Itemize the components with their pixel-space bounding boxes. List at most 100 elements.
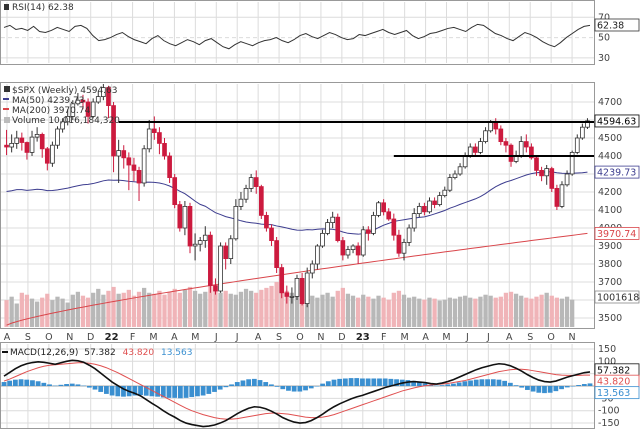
volume-bar	[391, 292, 396, 327]
candle-body	[106, 87, 111, 106]
volume-bar	[14, 303, 19, 327]
macd-hist-bar	[246, 379, 252, 386]
price-title: $SPX (Weekly) 4594.63	[12, 86, 117, 96]
macd-hist-bar	[445, 384, 451, 386]
macd-hist-bar	[35, 381, 41, 386]
macd-hist-bar	[439, 385, 445, 386]
candle-body	[483, 130, 488, 143]
volume-bar	[452, 298, 458, 327]
price-tick-label: 4700	[598, 97, 622, 108]
volume-bar	[136, 291, 142, 327]
candle	[146, 120, 152, 153]
macd-hist-bar	[12, 379, 18, 386]
volume-bar	[284, 290, 289, 327]
macd-hist-bar	[405, 380, 411, 386]
x-tick-label: N	[569, 332, 576, 343]
macd-hist-bar	[502, 380, 508, 386]
volume-bar	[310, 295, 315, 327]
macd-value-tag-text: 57.382	[597, 365, 630, 376]
candle	[340, 237, 346, 261]
candle-body	[564, 173, 570, 186]
volume-bar	[238, 291, 244, 327]
candle-body	[44, 148, 50, 164]
rsi-tick-label: 50	[598, 33, 610, 44]
candle-body	[60, 121, 65, 130]
last-price-tag-text: 4594.63	[597, 116, 636, 127]
hist-value-tag: 13.563	[594, 386, 640, 399]
volume-bar	[172, 288, 177, 327]
candle-body	[279, 267, 285, 294]
macd-hist-bar	[206, 386, 212, 394]
x-tick-label: O	[45, 332, 52, 343]
macd-hist-bar	[473, 379, 479, 386]
volume-bar	[340, 287, 346, 327]
macd-hist-bar	[314, 386, 320, 387]
candle	[585, 118, 590, 129]
candle	[101, 84, 106, 101]
candle	[44, 147, 50, 171]
volume-legend: Volume 10,016,184,320	[12, 116, 120, 126]
volume-bar	[126, 289, 131, 327]
candle	[284, 285, 290, 304]
volume-bar	[29, 298, 35, 327]
volume-bar	[279, 288, 284, 327]
candle-body	[498, 128, 504, 142]
macd-hist-bar	[64, 384, 69, 386]
macd-hist-bar	[382, 378, 388, 386]
candle	[208, 231, 213, 293]
candle-body	[65, 116, 71, 123]
macd-hist-bar	[581, 384, 587, 386]
rsi-value-tag-box	[594, 18, 640, 32]
macd-hist-bar	[223, 386, 229, 388]
volume-bar	[4, 300, 9, 327]
macd-hist-bar	[570, 386, 576, 387]
ma200-value-tag-text: 3970.74	[597, 229, 636, 240]
volume-bar	[223, 290, 228, 327]
volume-bar	[45, 293, 50, 327]
volume-bar	[417, 298, 422, 327]
candle-body	[366, 229, 371, 234]
macd-hist-bar	[485, 379, 490, 386]
candle-body	[4, 144, 9, 148]
macd-hist-bar	[331, 379, 337, 386]
volume-bar	[457, 296, 463, 327]
macd-hist-bar	[217, 386, 223, 390]
candle-body	[554, 187, 560, 207]
candle	[386, 208, 392, 221]
candle-body	[376, 202, 381, 216]
candle	[70, 100, 76, 120]
rsi-value-tag-text: 62.38	[597, 20, 624, 31]
candle	[422, 202, 427, 216]
price-tick-label: 3800	[598, 259, 622, 270]
candle	[371, 211, 376, 236]
ma200-line	[6, 232, 588, 326]
price-tick-label: 3900	[598, 241, 622, 252]
candle	[95, 91, 101, 104]
candle-body	[213, 285, 218, 292]
x-tick-label: S	[527, 332, 533, 343]
candle-body	[340, 240, 346, 256]
candle-body	[95, 96, 101, 103]
x-tick-label: A	[506, 332, 513, 343]
x-tick-label: J	[465, 332, 469, 343]
candle-body	[70, 103, 76, 117]
macd-hist-bar	[47, 384, 52, 386]
candle-body	[85, 101, 91, 117]
volume-bar	[121, 292, 126, 327]
macd-hist-bar	[115, 386, 121, 397]
candle	[121, 145, 127, 169]
ma50-line	[6, 171, 588, 235]
candle	[151, 116, 157, 140]
candle-body	[9, 142, 14, 148]
volume-value-tag-box	[594, 290, 640, 304]
candle-body	[75, 99, 81, 105]
macd-hist-bar	[525, 386, 530, 390]
candle-body	[19, 137, 25, 143]
macd-hist-bar	[394, 379, 399, 386]
candle	[228, 235, 234, 264]
macd-tick-label: -150	[598, 418, 620, 429]
hist-value-tag-text: 13.563	[597, 388, 630, 399]
ma50-value-tag-text: 4239.73	[597, 168, 636, 179]
volume-bar	[330, 296, 335, 327]
